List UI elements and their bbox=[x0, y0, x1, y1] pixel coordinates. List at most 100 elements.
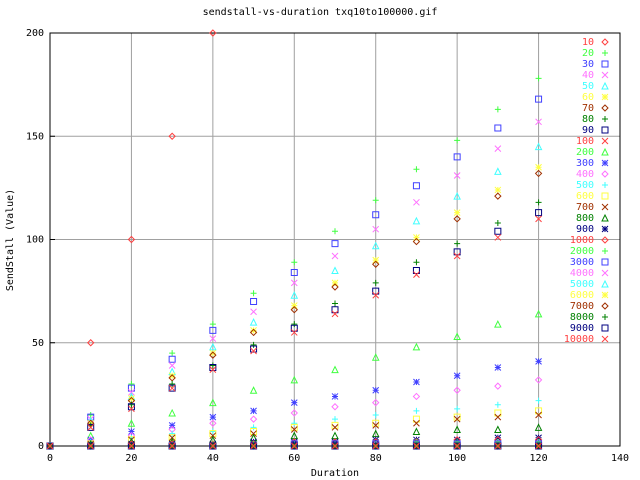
point bbox=[128, 381, 135, 388]
point bbox=[209, 428, 216, 435]
point bbox=[534, 142, 543, 151]
point bbox=[290, 306, 298, 314]
legend-label: 20 bbox=[582, 48, 594, 59]
point bbox=[413, 271, 420, 278]
point bbox=[412, 342, 421, 351]
legend-marker bbox=[601, 126, 609, 134]
point bbox=[453, 209, 461, 217]
point bbox=[371, 429, 380, 438]
legend-marker bbox=[601, 147, 609, 156]
x-tick-label: 120 bbox=[530, 453, 548, 464]
legend-label: 5000 bbox=[570, 279, 594, 290]
point bbox=[331, 403, 339, 411]
y-tick-label: 200 bbox=[26, 28, 44, 39]
point bbox=[250, 297, 258, 305]
point bbox=[87, 442, 95, 450]
point bbox=[168, 384, 176, 392]
x-axis-label: Duration bbox=[311, 468, 359, 479]
y-tick-label: 50 bbox=[32, 338, 44, 349]
point bbox=[127, 403, 135, 411]
point bbox=[535, 75, 542, 82]
point bbox=[371, 241, 380, 250]
legend-label: 70 bbox=[582, 103, 594, 114]
point bbox=[372, 398, 380, 407]
point bbox=[413, 378, 420, 386]
legend-marker bbox=[602, 50, 608, 56]
point bbox=[453, 252, 461, 260]
point bbox=[535, 215, 542, 223]
point bbox=[331, 421, 339, 429]
point bbox=[332, 416, 338, 423]
point bbox=[290, 279, 298, 287]
point bbox=[534, 309, 543, 318]
point bbox=[372, 260, 380, 268]
point bbox=[250, 430, 257, 437]
legend-marker bbox=[602, 116, 608, 122]
point bbox=[250, 424, 257, 431]
point bbox=[249, 328, 258, 337]
point bbox=[331, 306, 339, 314]
legend-label: 1000 bbox=[570, 235, 594, 246]
point bbox=[249, 317, 258, 326]
legend-marker bbox=[601, 335, 609, 343]
point bbox=[127, 442, 135, 450]
point bbox=[535, 163, 542, 171]
point bbox=[168, 362, 176, 369]
point bbox=[290, 329, 298, 336]
legend-label: 200 bbox=[576, 147, 594, 158]
point bbox=[494, 382, 502, 390]
point bbox=[209, 335, 217, 342]
point bbox=[494, 124, 502, 132]
point bbox=[535, 411, 542, 419]
point bbox=[290, 442, 298, 450]
point bbox=[453, 372, 461, 380]
point bbox=[290, 269, 298, 277]
point bbox=[209, 432, 217, 440]
legend-marker bbox=[601, 213, 609, 222]
point bbox=[331, 283, 339, 291]
legend-marker bbox=[601, 93, 609, 101]
legend-label: 800 bbox=[576, 213, 594, 224]
point bbox=[250, 428, 258, 436]
point bbox=[494, 192, 502, 200]
legend-marker bbox=[601, 279, 609, 288]
point bbox=[535, 397, 542, 404]
x-tick-label: 80 bbox=[370, 453, 382, 464]
point bbox=[250, 407, 257, 415]
point bbox=[209, 364, 217, 372]
legend-marker bbox=[601, 225, 609, 233]
series bbox=[46, 357, 542, 450]
point bbox=[453, 332, 461, 341]
legend-marker bbox=[601, 60, 609, 68]
legend-marker bbox=[601, 170, 609, 178]
point bbox=[412, 182, 420, 190]
point bbox=[209, 442, 217, 450]
legend-marker bbox=[602, 182, 608, 188]
point bbox=[453, 248, 461, 256]
point bbox=[168, 355, 176, 363]
point bbox=[412, 427, 421, 436]
legend-label: 900 bbox=[576, 224, 594, 235]
legend-marker bbox=[601, 291, 609, 299]
legend-marker bbox=[601, 324, 609, 332]
point bbox=[453, 192, 461, 200]
point bbox=[535, 442, 542, 450]
point bbox=[46, 442, 54, 450]
legend-marker bbox=[601, 302, 609, 310]
point bbox=[494, 425, 502, 433]
point bbox=[87, 424, 95, 431]
point bbox=[250, 347, 257, 355]
point bbox=[413, 407, 420, 414]
point bbox=[372, 419, 380, 427]
point bbox=[494, 227, 502, 235]
point bbox=[413, 234, 420, 241]
chart-title: sendstall-vs-duration txq10to100000.gif bbox=[203, 7, 438, 18]
series bbox=[46, 209, 543, 450]
point bbox=[127, 384, 135, 392]
point bbox=[494, 401, 501, 408]
point bbox=[331, 310, 339, 318]
point bbox=[494, 219, 501, 226]
point bbox=[453, 153, 461, 161]
point bbox=[331, 266, 339, 274]
